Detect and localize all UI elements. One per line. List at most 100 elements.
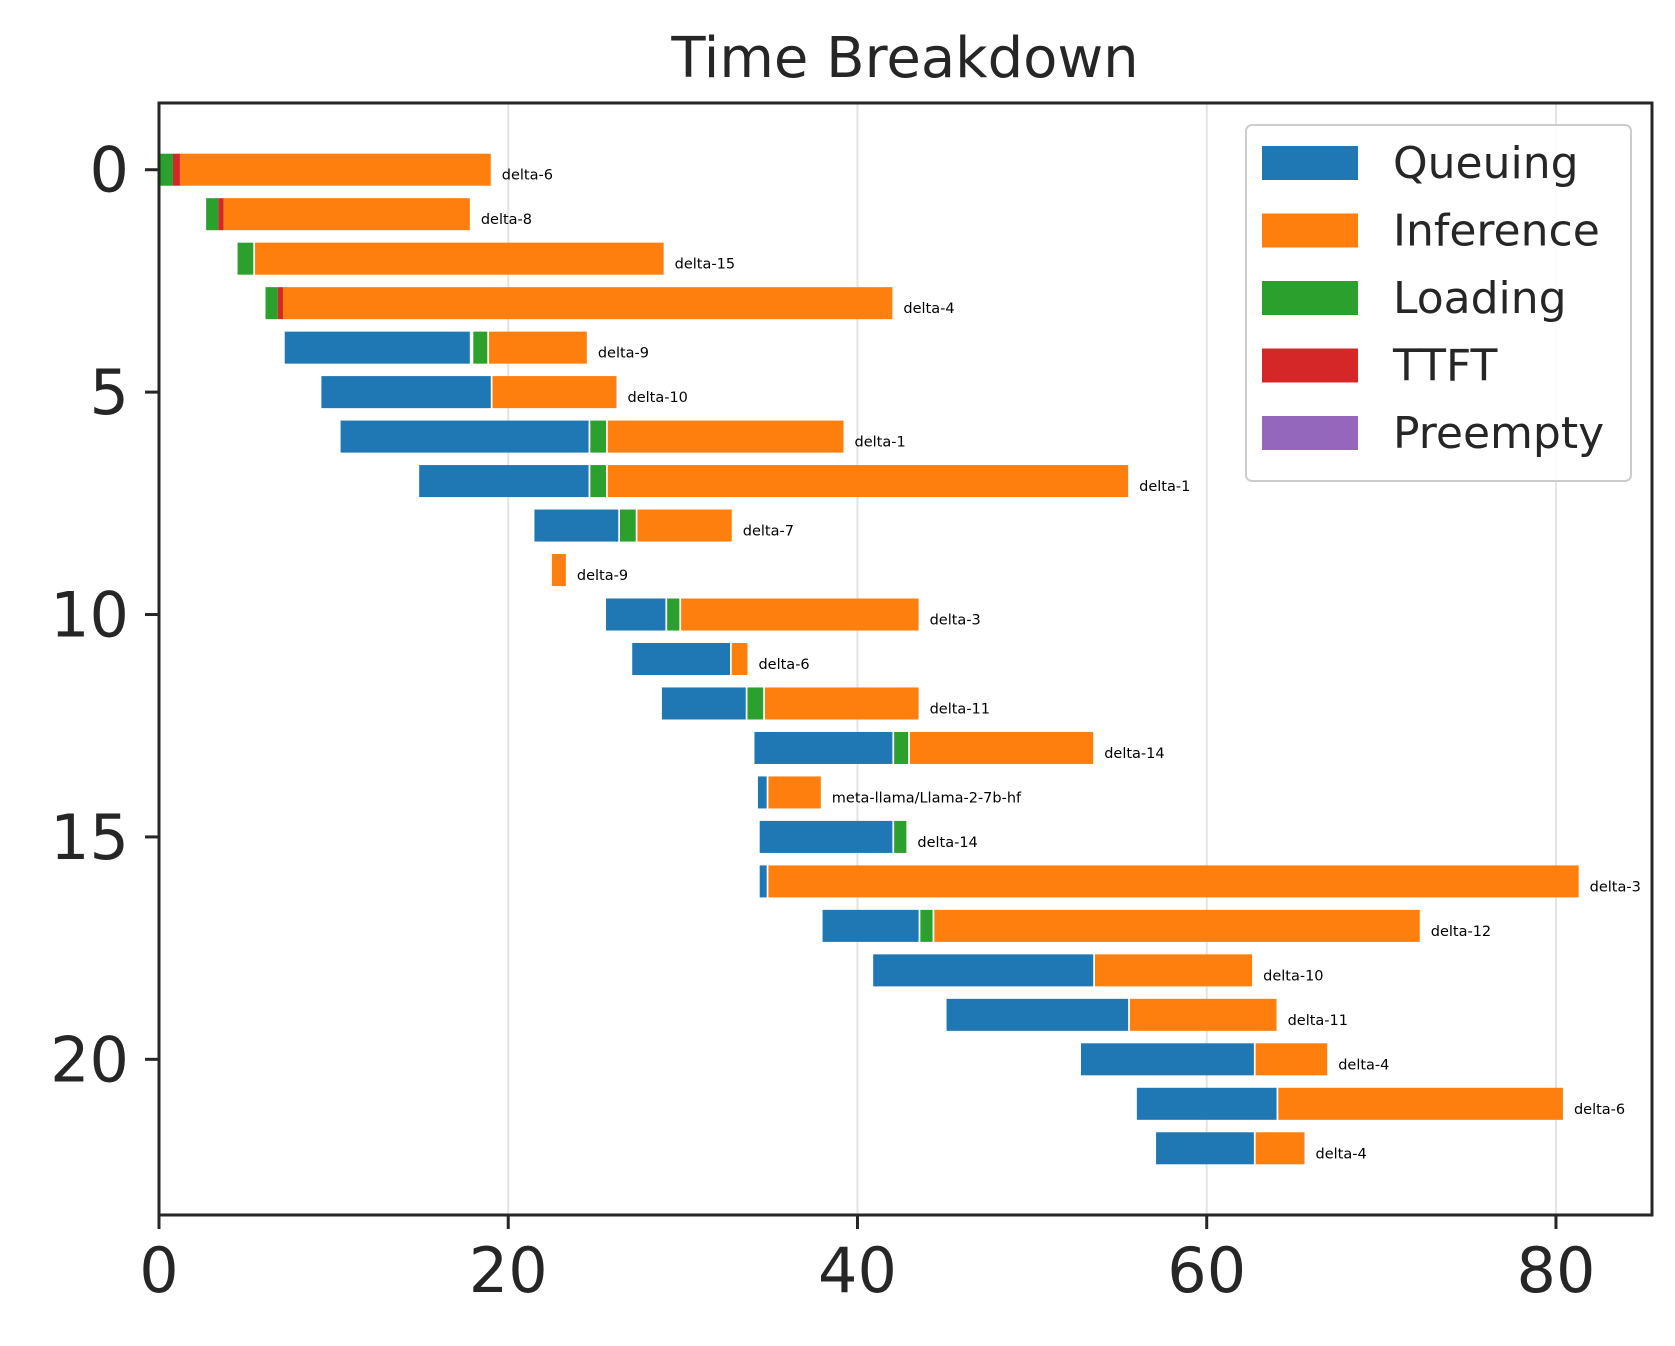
- bar-label: delta-3: [1590, 879, 1641, 895]
- bar-row: [237, 242, 664, 275]
- bar-segment-inference: [731, 642, 748, 676]
- bar-segment-inference: [768, 865, 1579, 898]
- legend-label: TTFT: [1392, 341, 1498, 392]
- bar-segment-queuing: [873, 954, 1094, 987]
- bar-row: [606, 598, 919, 631]
- bar-segment-inference: [607, 420, 844, 453]
- bar-label: delta-1: [855, 435, 906, 451]
- bar-segment-loading: [237, 242, 254, 275]
- bar-label: delta-7: [743, 524, 794, 540]
- bar-label: delta-3: [930, 613, 981, 629]
- bar-row: [759, 820, 907, 853]
- bar-row: [206, 198, 470, 231]
- bar-label: delta-8: [481, 212, 532, 228]
- bar-label: delta-9: [598, 346, 649, 362]
- bar-segment-inference: [179, 153, 491, 186]
- bar-segment-inference: [255, 242, 664, 275]
- bar-label: delta-10: [628, 390, 688, 406]
- legend-swatch: [1262, 281, 1358, 315]
- bar-segment-inference: [489, 331, 587, 364]
- bar-label: delta-1: [1139, 479, 1190, 495]
- bar-segment-queuing: [340, 420, 589, 453]
- x-tick-label: 80: [1517, 1234, 1596, 1307]
- bar-labels: delta-6 delta-8 delta-15 delta-4 delta-9 delt…: [481, 168, 1641, 1163]
- bar-segment-queuing: [757, 776, 767, 809]
- bar-row: [757, 776, 821, 809]
- bar-segment-loading: [159, 153, 173, 186]
- bar-row: [321, 376, 617, 409]
- legend-swatch: [1262, 146, 1358, 180]
- bar-segment-loading: [894, 731, 909, 764]
- bar-segment-inference: [681, 598, 919, 631]
- legend-swatch: [1262, 348, 1358, 383]
- bar-row: [822, 909, 1420, 942]
- bar-segment-loading: [265, 287, 278, 320]
- legend-label: Preempty: [1393, 408, 1604, 459]
- bar-row: [419, 465, 1129, 498]
- bar-row: [340, 420, 844, 453]
- bar-row: [159, 153, 491, 186]
- bar-row: [1156, 1132, 1305, 1165]
- bar-row: [754, 731, 1094, 764]
- bar-row: [759, 865, 1579, 898]
- bar-row: [534, 509, 732, 542]
- x-tick-label: 0: [139, 1234, 178, 1307]
- y-tick-label: 15: [50, 801, 129, 874]
- bar-segment-queuing: [534, 509, 619, 542]
- bar-segment-inference: [1255, 1043, 1328, 1076]
- bar-label: delta-11: [1288, 1013, 1348, 1029]
- bar-label: delta-11: [930, 701, 990, 717]
- bar-segment-queuing: [759, 820, 893, 853]
- bar-row: [661, 687, 919, 720]
- bar-row: [1136, 1087, 1563, 1120]
- legend-swatch: [1262, 416, 1358, 450]
- bar-segment-inference: [1129, 998, 1277, 1031]
- bar-label: delta-10: [1263, 968, 1323, 984]
- legend-item: Loading: [1262, 273, 1567, 324]
- chart-title: Time Breakdown: [670, 26, 1138, 91]
- bar-label: delta-6: [502, 168, 553, 184]
- bar-segment-queuing: [632, 642, 731, 676]
- x-axis: 0 20 40 60 80: [139, 1215, 1595, 1307]
- bar-segment-ttft: [277, 287, 283, 320]
- legend-label: Inference: [1393, 206, 1600, 257]
- bar-segment-loading: [206, 198, 219, 231]
- y-axis: 0 5 10 15 20: [50, 134, 159, 1096]
- legend-item: TTFT: [1262, 341, 1498, 392]
- plot-frame: [157, 101, 1654, 1217]
- legend: Queuing Inference Loading TTFT Preempty: [1245, 124, 1632, 482]
- bar-row: [284, 331, 587, 364]
- bar-label: delta-4: [1338, 1057, 1389, 1073]
- bar-segment-loading: [920, 909, 933, 942]
- bar-segment-queuing: [284, 331, 470, 364]
- y-tick-label: 5: [90, 356, 129, 429]
- bar-label: delta-9: [577, 568, 628, 584]
- legend-item: Inference: [1262, 206, 1600, 257]
- bar-segment-inference: [282, 287, 893, 320]
- bar-segment-inference: [607, 465, 1129, 498]
- bar-label: delta-4: [903, 301, 954, 317]
- bar-segment-queuing: [661, 687, 746, 720]
- x-tick-label: 20: [469, 1234, 548, 1307]
- y-tick-label: 0: [90, 134, 129, 207]
- bar-row: [873, 954, 1253, 987]
- bar-segment-queuing: [606, 598, 666, 631]
- bar-segment-inference: [1094, 954, 1253, 987]
- bar-segment-inference: [1278, 1087, 1563, 1120]
- legend-swatch: [1262, 213, 1358, 248]
- bar-segment-queuing: [321, 376, 491, 409]
- legend-item: Preempty: [1262, 408, 1604, 459]
- bar-segment-loading: [590, 420, 607, 453]
- bar-segment-inference: [551, 554, 566, 587]
- x-tick-label: 40: [818, 1234, 897, 1307]
- bar-label: delta-14: [1104, 746, 1164, 762]
- bar-segment-queuing: [1156, 1132, 1254, 1165]
- bar-segment-inference: [768, 776, 821, 809]
- bar-row: [265, 287, 893, 320]
- bar-label: delta-4: [1316, 1146, 1367, 1162]
- y-tick-label: 10: [50, 579, 129, 652]
- bar-label: meta-llama/Llama-2-7b-hf: [832, 790, 1022, 806]
- bar-segment-loading: [894, 820, 907, 853]
- bar-segment-queuing: [419, 465, 589, 498]
- bar-label: delta-12: [1431, 924, 1491, 940]
